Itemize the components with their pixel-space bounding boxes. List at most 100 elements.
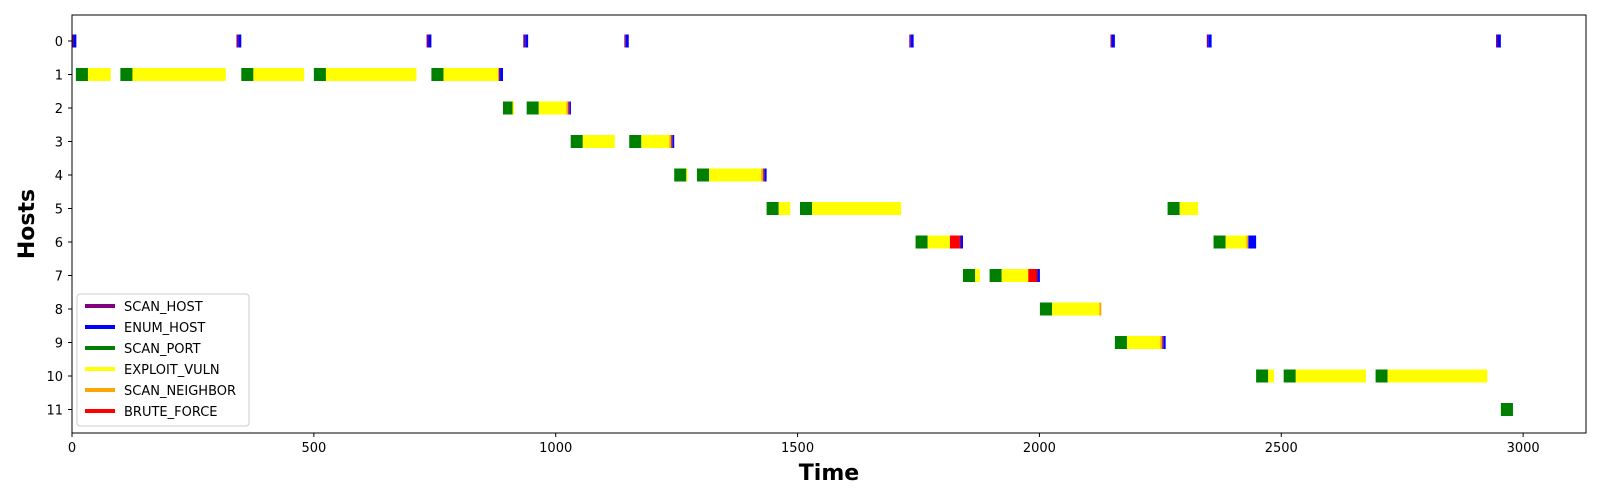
bar-enum-host (625, 34, 629, 48)
bar-scan-host (498, 68, 501, 81)
bar-scan-neighbor (1160, 336, 1163, 349)
bar-enum-host (672, 135, 675, 148)
bar-scan-host (426, 34, 429, 48)
bar-scan-port (989, 269, 1002, 282)
bar-scan-port (629, 135, 642, 148)
bar-scan-port (1039, 302, 1052, 316)
bar-exploit-vuln (325, 68, 417, 81)
bar-exploit-vuln (975, 269, 980, 282)
bar-exploit-vuln (1225, 235, 1247, 249)
bar-scan-port (431, 68, 444, 81)
y-tick-label: 7 (55, 270, 63, 285)
y-tick-label: 8 (55, 303, 63, 318)
bar-scan-host (568, 101, 570, 115)
bar-scan-host (909, 34, 911, 48)
bar-scan-port (241, 68, 254, 81)
bar-scan-neighbor (761, 168, 764, 182)
legend-label: BRUTE_FORCE (124, 405, 218, 420)
bar-enum-host (1208, 34, 1212, 48)
bar-enum-host (1037, 269, 1040, 282)
y-tick-label: 4 (55, 169, 63, 184)
bar-enum-host (500, 68, 503, 81)
bar-enum-host (961, 235, 963, 249)
bar-scan-port (799, 202, 813, 215)
bar-scan-port (962, 269, 976, 282)
bar-exploit-vuln (1179, 202, 1199, 215)
y-tick-label: 3 (55, 136, 63, 151)
bar-exploit-vuln (927, 235, 950, 249)
x-tick-label: 3000 (1507, 441, 1540, 456)
bar-exploit-vuln (443, 68, 499, 81)
y-tick-label: 10 (46, 370, 63, 385)
bar-scan-port (1167, 202, 1180, 215)
bar-scan-host (523, 34, 526, 48)
bar-enum-host (910, 34, 914, 48)
x-axis: 0 500 1000 1500 2000 2500 3000 (68, 433, 1540, 456)
y-axis-label: Hosts (15, 189, 40, 259)
y-tick-label: 2 (55, 102, 63, 117)
bar-scan-port (1375, 369, 1388, 383)
x-tick-label: 2500 (1265, 441, 1298, 456)
legend-label: SCAN_NEIGHBOR (124, 384, 236, 399)
bar-exploit-vuln (1126, 336, 1161, 349)
bar-scan-neighbor (566, 101, 569, 115)
bar-scan-host (1496, 34, 1498, 48)
bar-exploit-vuln (582, 135, 615, 148)
bar-exploit-vuln (253, 68, 305, 81)
y-tick-label: 0 (55, 35, 63, 50)
bar-scan-host (72, 34, 74, 48)
bar-scan-port (696, 168, 710, 182)
bar-exploit-vuln (686, 168, 688, 182)
y-tick-label: 11 (46, 404, 63, 419)
bar-brute-force (949, 235, 960, 249)
bar-scan-neighbor (1246, 235, 1249, 249)
bar-enum-host (764, 168, 767, 182)
bar-enum-host (1497, 34, 1501, 48)
bar-enum-host (73, 34, 77, 48)
bar-exploit-vuln (132, 68, 226, 81)
bar-exploit-vuln (87, 68, 111, 81)
bar-scan-port (674, 168, 687, 182)
x-tick-label: 1000 (539, 441, 572, 456)
legend-label: SCAN_PORT (124, 342, 201, 357)
bar-scan-host (1110, 34, 1112, 48)
bar-enum-host (238, 34, 242, 48)
bar-enum-host (428, 34, 432, 48)
bar-scan-port (75, 68, 88, 81)
y-tick-label: 9 (55, 337, 63, 352)
bar-enum-host (1111, 34, 1115, 48)
bar-scan-host (624, 34, 626, 48)
y-tick-label: 5 (55, 203, 63, 218)
bar-scan-port (1283, 369, 1296, 383)
legend-label: ENUM_HOST (124, 321, 205, 336)
y-tick-label: 6 (55, 236, 63, 251)
bar-scan-port (526, 101, 539, 115)
bar-exploit-vuln (538, 101, 567, 115)
legend-box (76, 293, 250, 427)
bar-scan-port (915, 235, 928, 249)
bar-scan-neighbor (1099, 302, 1102, 316)
bar-enum-host (1163, 336, 1166, 349)
x-tick-label: 2000 (1023, 441, 1056, 456)
bar-enum-host (525, 34, 529, 48)
bar-scan-port (1256, 369, 1269, 383)
bar-scan-port (120, 68, 133, 81)
plot-area (72, 34, 1513, 416)
bar-exploit-vuln (1268, 369, 1275, 383)
bar-scan-port (1213, 235, 1226, 249)
bar-scan-port (766, 202, 779, 215)
bar-exploit-vuln (1295, 369, 1366, 383)
bar-scan-port (1500, 403, 1513, 416)
bar-scan-host (1036, 269, 1038, 282)
bar-scan-host (763, 168, 765, 182)
bar-scan-host (959, 235, 962, 249)
x-tick-label: 1500 (781, 441, 814, 456)
bar-exploit-vuln (512, 101, 515, 115)
y-axis: 0 1 2 3 4 5 6 7 8 9 10 11 (46, 35, 72, 419)
bar-exploit-vuln (778, 202, 791, 215)
plot-frame (71, 14, 1587, 434)
bar-exploit-vuln (1051, 302, 1100, 316)
x-tick-label: 500 (301, 441, 326, 456)
bar-brute-force (1028, 269, 1037, 282)
bar-scan-port (1114, 336, 1127, 349)
